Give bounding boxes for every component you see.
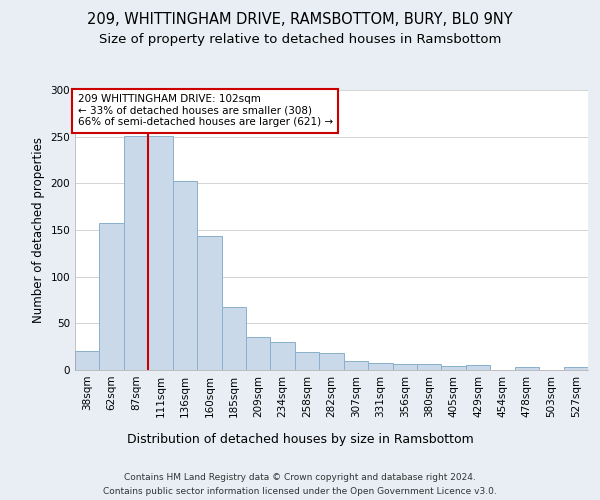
Text: Contains HM Land Registry data © Crown copyright and database right 2024.: Contains HM Land Registry data © Crown c… <box>124 472 476 482</box>
Bar <box>515 367 539 370</box>
Text: Distribution of detached houses by size in Ramsbottom: Distribution of detached houses by size … <box>127 432 473 446</box>
Text: 209 WHITTINGHAM DRIVE: 102sqm
← 33% of detached houses are smaller (308)
66% of : 209 WHITTINGHAM DRIVE: 102sqm ← 33% of d… <box>77 94 332 128</box>
Bar <box>344 360 368 370</box>
Y-axis label: Number of detached properties: Number of detached properties <box>32 137 45 323</box>
Bar <box>563 367 588 370</box>
Bar <box>319 353 344 370</box>
Bar <box>197 236 221 370</box>
Bar <box>295 352 319 370</box>
Text: Size of property relative to detached houses in Ramsbottom: Size of property relative to detached ho… <box>99 32 501 46</box>
Bar <box>148 136 173 370</box>
Text: Contains public sector information licensed under the Open Government Licence v3: Contains public sector information licen… <box>103 488 497 496</box>
Bar <box>124 136 148 370</box>
Bar <box>271 342 295 370</box>
Bar <box>417 364 442 370</box>
Bar <box>246 338 271 370</box>
Bar <box>75 352 100 370</box>
Bar <box>392 364 417 370</box>
Bar <box>221 308 246 370</box>
Bar <box>466 366 490 370</box>
Bar <box>173 180 197 370</box>
Text: 209, WHITTINGHAM DRIVE, RAMSBOTTOM, BURY, BL0 9NY: 209, WHITTINGHAM DRIVE, RAMSBOTTOM, BURY… <box>87 12 513 28</box>
Bar <box>368 364 392 370</box>
Bar <box>442 366 466 370</box>
Bar <box>100 222 124 370</box>
